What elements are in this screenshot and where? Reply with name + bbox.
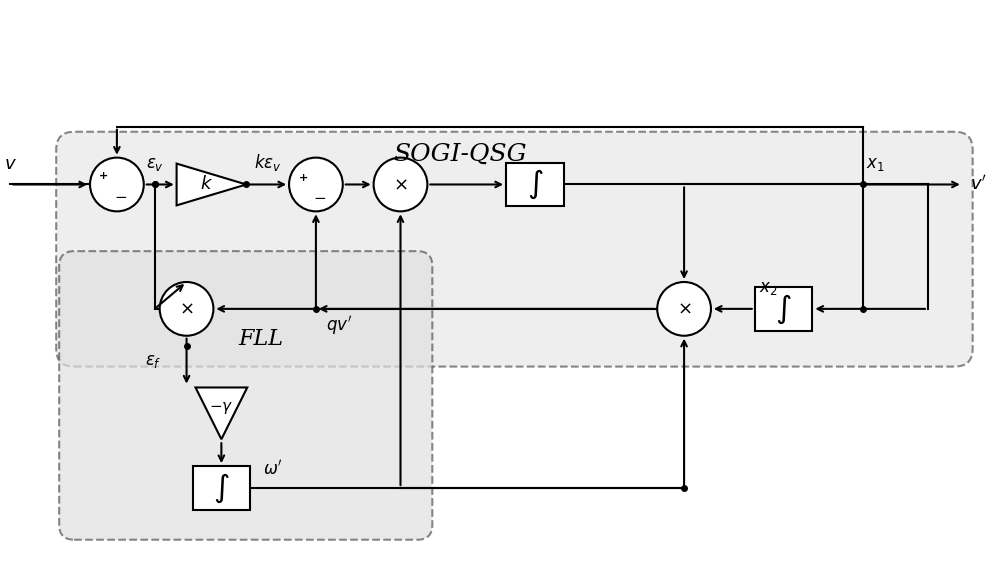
FancyBboxPatch shape (56, 132, 973, 367)
Text: $qv'$: $qv'$ (326, 314, 352, 337)
Text: $\int$: $\int$ (213, 472, 230, 505)
Text: $x_1$: $x_1$ (866, 156, 885, 173)
Circle shape (289, 157, 343, 212)
Text: $\int$: $\int$ (775, 292, 792, 325)
Text: +: + (299, 173, 309, 183)
Text: $\varepsilon_f$: $\varepsilon_f$ (145, 352, 162, 369)
Polygon shape (177, 164, 246, 205)
Text: −: − (314, 191, 326, 206)
Text: $k\varepsilon_v$: $k\varepsilon_v$ (254, 152, 281, 173)
Text: −: − (115, 190, 127, 205)
Text: $\varepsilon_v$: $\varepsilon_v$ (146, 156, 164, 173)
Text: $\times$: $\times$ (393, 175, 408, 193)
Circle shape (160, 282, 213, 336)
Text: $\omega'$: $\omega'$ (263, 459, 283, 478)
Circle shape (657, 282, 711, 336)
Text: +: + (99, 170, 109, 180)
Text: $k$: $k$ (200, 175, 213, 193)
Polygon shape (196, 387, 247, 439)
Text: $x_2$: $x_2$ (759, 280, 778, 297)
Text: SOGI-QSG: SOGI-QSG (393, 143, 527, 166)
Text: $-\gamma$: $-\gamma$ (209, 400, 234, 416)
Text: FLL: FLL (239, 328, 284, 350)
FancyBboxPatch shape (59, 251, 432, 540)
FancyBboxPatch shape (755, 287, 812, 331)
FancyBboxPatch shape (506, 162, 564, 206)
Text: $\int$: $\int$ (527, 168, 543, 201)
Text: $\times$: $\times$ (677, 300, 691, 318)
Circle shape (374, 157, 427, 212)
Text: $\times$: $\times$ (179, 300, 194, 318)
FancyBboxPatch shape (193, 466, 250, 510)
Text: $v'$: $v'$ (970, 175, 986, 194)
Text: $v$: $v$ (4, 155, 17, 173)
Circle shape (90, 157, 144, 212)
